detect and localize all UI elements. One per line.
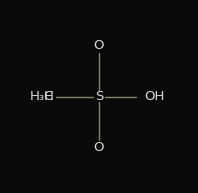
Text: S: S (95, 90, 103, 103)
Text: O: O (94, 39, 104, 52)
Text: H₃C: H₃C (29, 90, 54, 103)
Text: O: O (94, 141, 104, 154)
Text: H: H (44, 90, 54, 103)
Text: OH: OH (144, 90, 165, 103)
